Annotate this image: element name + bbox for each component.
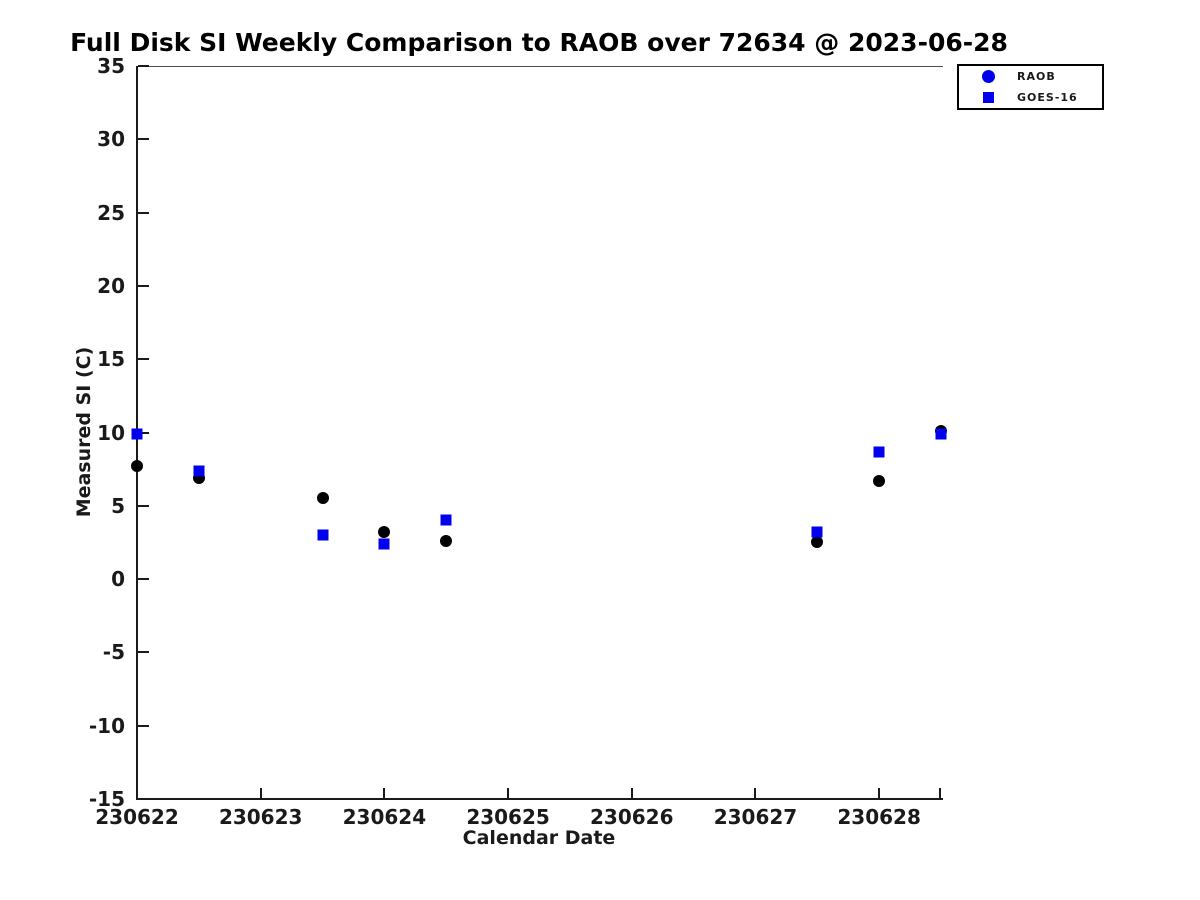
data-point-goes-16 — [378, 538, 390, 550]
y-tick — [138, 651, 149, 654]
y-tick-label: 25 — [97, 200, 125, 225]
x-tick — [878, 788, 881, 799]
x-tick — [259, 788, 262, 799]
x-axis-line — [136, 798, 943, 800]
y-tick — [138, 798, 149, 800]
data-point-goes-16 — [317, 529, 329, 541]
x-tick — [136, 788, 138, 799]
x-tick — [630, 788, 633, 799]
y-tick-label: -5 — [102, 640, 125, 665]
data-point-raob — [131, 460, 143, 473]
x-tick — [383, 788, 386, 799]
x-tick-label: 230627 — [713, 805, 798, 829]
legend: RAOB GOES-16 — [957, 64, 1104, 110]
data-point-goes-16 — [440, 514, 452, 526]
y-tick — [138, 138, 149, 141]
data-point-raob — [316, 492, 329, 505]
chart-title: Full Disk SI Weekly Comparison to RAOB o… — [70, 28, 1008, 57]
y-tick-label: 20 — [97, 273, 125, 298]
x-tick — [507, 788, 510, 799]
y-tick — [138, 724, 149, 727]
x-tick-label: 230623 — [218, 805, 303, 829]
goes-16-square-marker-icon — [982, 91, 994, 103]
legend-marker-cell — [959, 91, 1017, 103]
y-tick-label: 10 — [97, 420, 125, 445]
data-point-raob — [378, 526, 391, 539]
y-tick-label: -10 — [88, 713, 125, 738]
data-point-goes-16 — [935, 428, 947, 440]
legend-label-goes-16: GOES-16 — [1017, 90, 1078, 104]
y-tick-label: 35 — [97, 54, 125, 78]
legend-label-raob: RAOB — [1017, 70, 1056, 84]
y-tick — [138, 358, 149, 361]
data-point-raob — [440, 534, 453, 547]
y-tick-label: 0 — [111, 567, 125, 592]
y-tick — [138, 504, 149, 507]
data-point-goes-16 — [873, 446, 885, 458]
y-tick-label: 5 — [111, 493, 125, 518]
y-tick — [138, 431, 149, 434]
x-tick-label: 230628 — [837, 805, 921, 829]
x-tick-label: 230626 — [590, 805, 674, 829]
x-tick — [754, 788, 757, 799]
legend-entry-raob: RAOB — [959, 67, 1102, 86]
y-tick-label: -15 — [88, 787, 125, 811]
y-tick — [138, 65, 149, 67]
data-point-goes-16 — [193, 465, 205, 477]
y-tick-label: 30 — [97, 127, 125, 152]
y-tick-label: 15 — [97, 347, 125, 372]
x-tick-label: 230625 — [466, 805, 550, 829]
legend-marker-cell — [959, 70, 1017, 84]
raob-circle-marker-icon — [981, 70, 995, 84]
x-tick-label: 230622 — [95, 805, 179, 829]
data-point-raob — [811, 536, 824, 549]
y-tick — [138, 284, 149, 287]
y-tick — [138, 211, 149, 214]
x-tick-label: 230624 — [342, 805, 427, 829]
data-point-raob — [873, 474, 886, 487]
y-tick — [138, 578, 149, 581]
legend-entry-goes-16: GOES-16 — [959, 88, 1102, 107]
data-point-goes-16 — [811, 526, 823, 538]
plot-top-border — [136, 66, 943, 67]
data-point-goes-16 — [131, 428, 143, 440]
x-tick — [939, 788, 941, 799]
x-axis-label: Calendar Date — [462, 827, 616, 849]
